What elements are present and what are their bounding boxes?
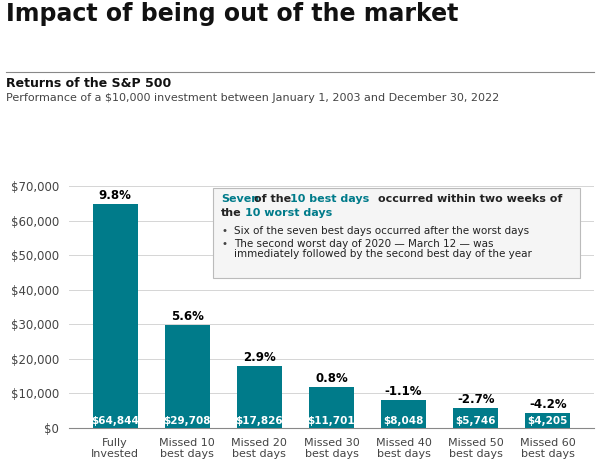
Text: Impact of being out of the market: Impact of being out of the market	[6, 2, 458, 27]
Text: -1.1%: -1.1%	[385, 385, 422, 398]
Text: 9.8%: 9.8%	[99, 189, 131, 202]
Bar	[165, 325, 209, 428]
Text: -4.2%: -4.2%	[529, 398, 566, 411]
Text: $11,701: $11,701	[308, 416, 355, 426]
Text: 10 worst days: 10 worst days	[245, 208, 332, 219]
Text: $8,048: $8,048	[383, 416, 424, 426]
Bar	[309, 387, 354, 428]
Text: 5.6%: 5.6%	[171, 310, 204, 323]
Text: Returns of the S&P 500: Returns of the S&P 500	[6, 77, 171, 90]
Text: of the: of the	[254, 194, 291, 204]
Text: -2.7%: -2.7%	[457, 393, 494, 406]
Text: •: •	[221, 239, 227, 249]
Bar	[93, 204, 137, 428]
Text: occurred within two weeks of: occurred within two weeks of	[379, 194, 563, 204]
Text: •: •	[221, 226, 227, 236]
Text: immediately followed by the second best day of the year: immediately followed by the second best …	[234, 249, 532, 259]
Text: Seven: Seven	[221, 194, 259, 204]
Bar	[381, 400, 426, 428]
Text: $4,205: $4,205	[527, 416, 568, 426]
Text: The second worst day of 2020 — March 12 — was: The second worst day of 2020 — March 12 …	[234, 239, 494, 249]
FancyBboxPatch shape	[212, 188, 580, 278]
Text: 2.9%: 2.9%	[243, 351, 276, 364]
Bar	[237, 366, 282, 428]
Text: $29,708: $29,708	[164, 416, 211, 426]
Text: $17,826: $17,826	[236, 416, 283, 426]
Text: 10 best days: 10 best days	[290, 194, 370, 204]
Text: Six of the seven best days occurred after the worst days: Six of the seven best days occurred afte…	[234, 226, 529, 236]
Text: the: the	[221, 208, 242, 219]
Text: Performance of a $10,000 investment between January 1, 2003 and December 30, 202: Performance of a $10,000 investment betw…	[6, 93, 499, 103]
Text: $64,844: $64,844	[91, 416, 139, 426]
Text: 0.8%: 0.8%	[315, 372, 348, 385]
Bar	[526, 413, 570, 428]
Bar	[454, 408, 498, 428]
Text: $5,746: $5,746	[455, 416, 496, 426]
